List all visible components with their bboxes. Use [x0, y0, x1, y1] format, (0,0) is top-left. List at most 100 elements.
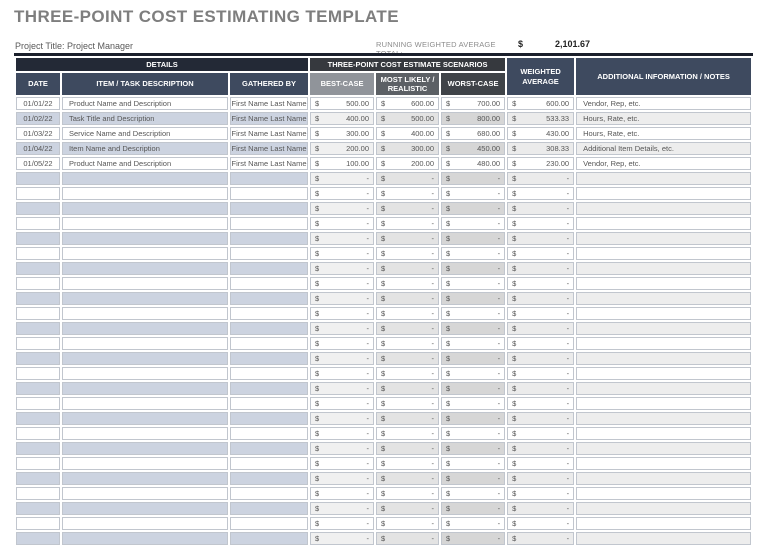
cell-gathered-by[interactable] [230, 277, 309, 290]
cell-best-case[interactable]: $ 400.00 [310, 112, 375, 125]
cell-most-likely[interactable]: $ - [376, 352, 440, 365]
cell-gathered-by[interactable] [230, 382, 309, 395]
cell-most-likely[interactable]: $ - [376, 307, 440, 320]
cell-most-likely[interactable]: $ - [376, 487, 440, 500]
cell-weighted-average[interactable]: $ - [507, 217, 575, 230]
cell-gathered-by[interactable] [230, 217, 309, 230]
cell-best-case[interactable]: $ - [310, 457, 375, 470]
cell-item-description[interactable]: Product Name and Description [62, 157, 228, 170]
cell-best-case[interactable]: $ - [310, 382, 375, 395]
cell-item-description[interactable] [62, 202, 228, 215]
cell-gathered-by[interactable]: First Name Last Name [230, 157, 309, 170]
cell-weighted-average[interactable]: $ - [507, 187, 575, 200]
cell-item-description[interactable] [62, 337, 228, 350]
cell-date[interactable] [16, 382, 60, 395]
cell-most-likely[interactable]: $ - [376, 232, 440, 245]
cell-best-case[interactable]: $ - [310, 472, 375, 485]
cell-best-case[interactable]: $ - [310, 517, 375, 530]
cell-date[interactable] [16, 427, 60, 440]
cell-most-likely[interactable]: $ - [376, 172, 440, 185]
cell-gathered-by[interactable] [230, 202, 309, 215]
cell-notes[interactable] [576, 292, 752, 305]
cell-worst-case[interactable]: $ 700.00 [441, 97, 506, 110]
cell-date[interactable] [16, 262, 60, 275]
cell-best-case[interactable]: $ - [310, 172, 375, 185]
cell-most-likely[interactable]: $ - [376, 247, 440, 260]
cell-best-case[interactable]: $ - [310, 397, 375, 410]
cell-item-description[interactable]: Product Name and Description [62, 97, 228, 110]
cell-best-case[interactable]: $ - [310, 487, 375, 500]
cell-most-likely[interactable]: $ - [376, 397, 440, 410]
cell-date[interactable]: 01/01/22 [16, 97, 60, 110]
cell-best-case[interactable]: $ - [310, 367, 375, 380]
cell-gathered-by[interactable]: First Name Last Name [230, 127, 309, 140]
cell-weighted-average[interactable]: $ - [507, 367, 575, 380]
cell-notes[interactable] [576, 472, 752, 485]
cell-item-description[interactable] [62, 427, 228, 440]
cell-notes[interactable] [576, 457, 752, 470]
cell-date[interactable]: 01/03/22 [16, 127, 60, 140]
cell-item-description[interactable] [62, 487, 228, 500]
cell-worst-case[interactable]: $ - [441, 352, 506, 365]
cell-weighted-average[interactable]: $ - [507, 412, 575, 425]
cell-notes[interactable]: Hours, Rate, etc. [576, 112, 752, 125]
cell-gathered-by[interactable] [230, 337, 309, 350]
cell-best-case[interactable]: $ - [310, 442, 375, 455]
cell-gathered-by[interactable] [230, 442, 309, 455]
cell-date[interactable]: 01/04/22 [16, 142, 60, 155]
cell-weighted-average[interactable]: $ 308.33 [507, 142, 575, 155]
cell-weighted-average[interactable]: $ - [507, 247, 575, 260]
cell-worst-case[interactable]: $ - [441, 307, 506, 320]
cell-date[interactable] [16, 502, 60, 515]
cell-item-description[interactable] [62, 472, 228, 485]
cell-worst-case[interactable]: $ - [441, 187, 506, 200]
cell-best-case[interactable]: $ - [310, 187, 375, 200]
cell-weighted-average[interactable]: $ - [507, 442, 575, 455]
cell-date[interactable]: 01/05/22 [16, 157, 60, 170]
cell-best-case[interactable]: $ - [310, 502, 375, 515]
cell-most-likely[interactable]: $ 500.00 [376, 112, 440, 125]
cell-best-case[interactable]: $ - [310, 307, 375, 320]
cell-weighted-average[interactable]: $ - [507, 427, 575, 440]
cell-best-case[interactable]: $ - [310, 337, 375, 350]
cell-worst-case[interactable]: $ 480.00 [441, 157, 506, 170]
cell-item-description[interactable] [62, 532, 228, 545]
cell-best-case[interactable]: $ 500.00 [310, 97, 375, 110]
cell-best-case[interactable]: $ - [310, 532, 375, 545]
project-title-cell[interactable]: Project Title: Project Manager [15, 41, 134, 51]
cell-notes[interactable]: Additional Item Details, etc. [576, 142, 752, 155]
cell-date[interactable] [16, 487, 60, 500]
cell-gathered-by[interactable] [230, 427, 309, 440]
cell-worst-case[interactable]: $ - [441, 322, 506, 335]
cell-weighted-average[interactable]: $ - [507, 532, 575, 545]
cell-best-case[interactable]: $ - [310, 277, 375, 290]
cell-weighted-average[interactable]: $ - [507, 352, 575, 365]
cell-notes[interactable] [576, 442, 752, 455]
cell-item-description[interactable] [62, 517, 228, 530]
cell-date[interactable] [16, 457, 60, 470]
cell-gathered-by[interactable] [230, 262, 309, 275]
cell-worst-case[interactable]: $ - [441, 262, 506, 275]
cell-notes[interactable] [576, 337, 752, 350]
cell-worst-case[interactable]: $ - [441, 502, 506, 515]
cell-most-likely[interactable]: $ - [376, 202, 440, 215]
cell-gathered-by[interactable] [230, 412, 309, 425]
cell-most-likely[interactable]: $ 200.00 [376, 157, 440, 170]
cell-most-likely[interactable]: $ - [376, 412, 440, 425]
cell-item-description[interactable] [62, 382, 228, 395]
cell-gathered-by[interactable] [230, 532, 309, 545]
cell-notes[interactable] [576, 532, 752, 545]
cell-item-description[interactable]: Task Title and Description [62, 112, 228, 125]
cell-weighted-average[interactable]: $ - [507, 307, 575, 320]
cell-notes[interactable]: Hours, Rate, etc. [576, 127, 752, 140]
cell-worst-case[interactable]: $ - [441, 172, 506, 185]
cell-date[interactable] [16, 202, 60, 215]
cell-date[interactable] [16, 187, 60, 200]
cell-date[interactable] [16, 517, 60, 530]
cell-weighted-average[interactable]: $ - [507, 292, 575, 305]
cell-weighted-average[interactable]: $ 230.00 [507, 157, 575, 170]
cell-worst-case[interactable]: $ - [441, 292, 506, 305]
cell-date[interactable] [16, 322, 60, 335]
cell-weighted-average[interactable]: $ - [507, 202, 575, 215]
cell-notes[interactable] [576, 232, 752, 245]
